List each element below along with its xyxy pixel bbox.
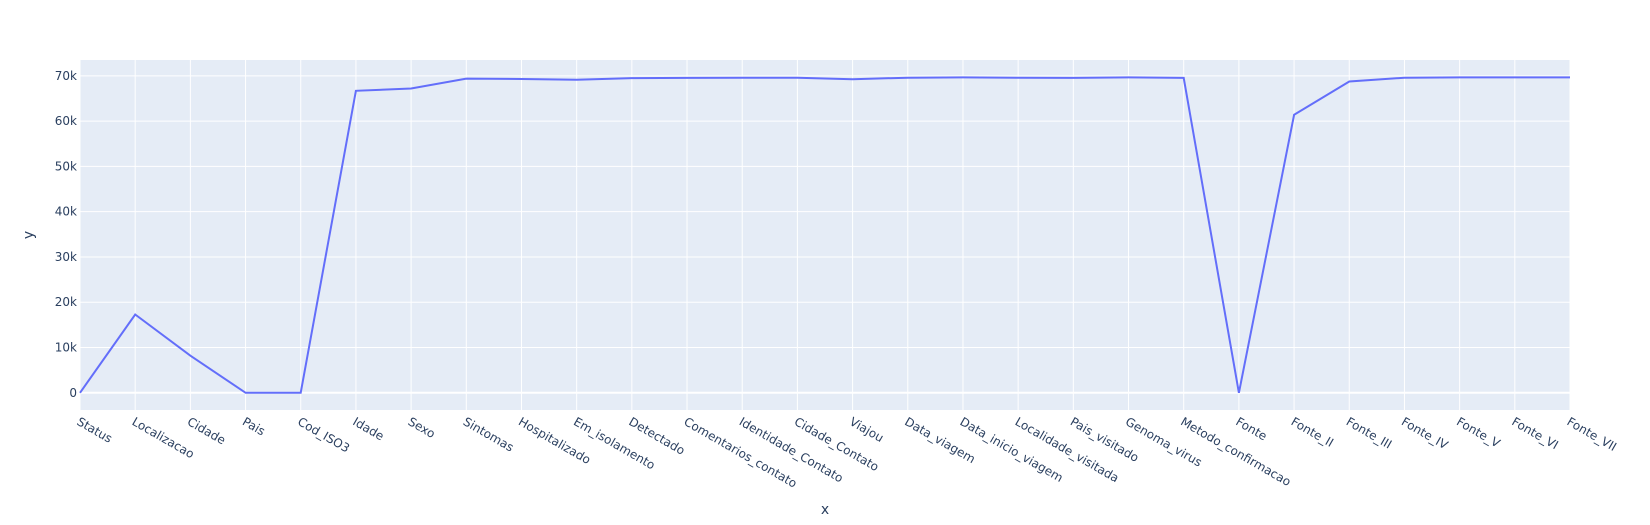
x-tick-label: Fonte_VI [1509,414,1560,452]
plot-background [80,60,1570,410]
x-tick-label: Data_inicio_viagem [957,414,1065,484]
y-tick-label: 10k [55,341,77,355]
x-gridlines [79,60,1571,410]
x-tick-label: Sexo [406,414,438,441]
x-tick-label: Cod_ISO3 [295,414,352,455]
x-tick-label: Fonte_IV [1399,414,1451,452]
x-tick-label: Fonte [1233,414,1269,443]
y-tick-label: 30k [55,250,77,264]
x-tick-label: Status [75,414,115,445]
y-tick-label: 50k [55,159,77,173]
x-tick-label: Pais [240,414,267,438]
y-gridlines [80,75,1570,394]
y-tick-label: 70k [55,69,77,83]
y-axis-title: y [21,231,37,239]
x-tick-label: Fonte_II [1289,414,1336,449]
x-tick-label: Localidade_visitada [1013,414,1122,485]
y-tick-label: 0 [69,386,77,400]
x-tick-label: Sintomas [461,414,516,454]
x-tick-label: Cidade [185,414,228,447]
series-line [79,76,1570,394]
x-tick-label: Viajou [847,414,886,445]
x-tick-label: Fonte_VII [1565,414,1619,454]
y-tick-label: 60k [55,114,77,128]
x-tick-label: Fonte_III [1344,414,1394,451]
x-tick-label: Idade [350,414,386,443]
y-tick-labels: 0 10k 20k 30k 40k 50k 60k 70k [55,69,77,400]
x-tick-label: Fonte_V [1454,414,1503,450]
y-tick-label: 20k [55,295,77,309]
x-axis-title: x [821,502,829,518]
y-tick-label: 40k [55,205,77,219]
